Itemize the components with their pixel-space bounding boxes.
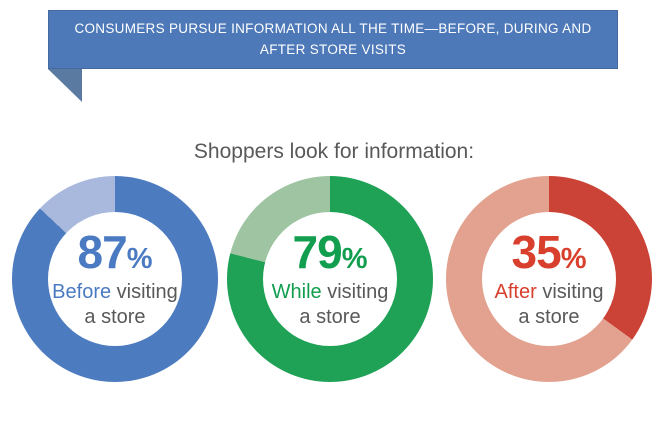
- donut-hole: 79% While visiting a store: [263, 212, 397, 346]
- header-banner: CONSUMERS PURSUE INFORMATION ALL THE TIM…: [48, 10, 618, 69]
- label-line-1: Before visiting: [52, 280, 178, 304]
- percent-number: 87: [77, 226, 128, 279]
- donut-chart-after: 35% After visiting a store: [446, 176, 652, 382]
- percent-value: 79%: [293, 229, 368, 275]
- label-rest: visiting: [542, 281, 604, 304]
- label-line-2: a store: [299, 305, 361, 328]
- label-line-2: a store: [84, 305, 146, 328]
- section-heading: Shoppers look for information:: [193, 140, 475, 163]
- label-rest: visiting: [116, 281, 178, 304]
- banner-title: CONSUMERS PURSUE INFORMATION ALL THE TIM…: [74, 21, 592, 57]
- label-rest: visiting: [327, 281, 389, 304]
- percent-value: 87%: [78, 229, 153, 275]
- banner-tail-pointer: [48, 69, 82, 102]
- label-line-1: After visiting: [495, 280, 604, 304]
- percent-sign: %: [341, 243, 368, 276]
- label-highlight: While: [271, 281, 322, 304]
- label-highlight: After: [494, 281, 537, 304]
- percent-number: 79: [292, 226, 343, 279]
- percent-sign: %: [126, 243, 153, 276]
- donut-chart-before: 87% Before visiting a store: [12, 176, 218, 382]
- donut-label: After visiting a store: [495, 280, 604, 329]
- percent-sign: %: [560, 243, 587, 276]
- donut-hole: 87% Before visiting a store: [48, 212, 182, 346]
- donut-hole: 35% After visiting a store: [482, 212, 616, 346]
- percent-value: 35%: [512, 229, 587, 275]
- label-line-2: a store: [518, 305, 580, 328]
- label-highlight: Before: [52, 281, 112, 304]
- donut-label: While visiting a store: [272, 280, 389, 329]
- label-line-1: While visiting: [272, 280, 389, 304]
- donut-label: Before visiting a store: [52, 280, 178, 329]
- percent-number: 35: [511, 226, 562, 279]
- donut-chart-while: 79% While visiting a store: [227, 176, 433, 382]
